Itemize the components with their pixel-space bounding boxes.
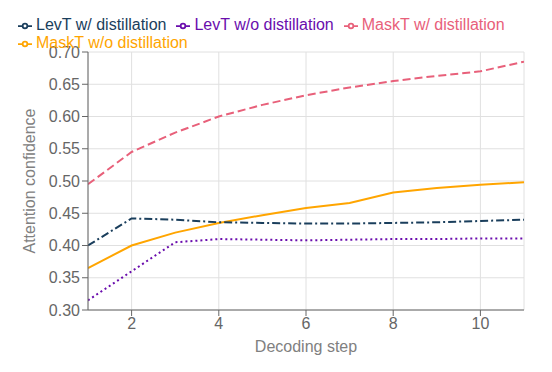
svg-text:0.60: 0.60 (49, 108, 80, 125)
svg-text:Decoding step: Decoding step (255, 338, 357, 355)
svg-text:2: 2 (127, 315, 136, 332)
svg-text:0.70: 0.70 (49, 44, 80, 61)
svg-text:6: 6 (302, 315, 311, 332)
svg-text:8: 8 (389, 315, 398, 332)
svg-text:0.50: 0.50 (49, 173, 80, 190)
svg-text:0.40: 0.40 (49, 237, 80, 254)
svg-text:0.55: 0.55 (49, 140, 80, 157)
svg-text:0.30: 0.30 (49, 302, 80, 319)
svg-text:0.45: 0.45 (49, 205, 80, 222)
svg-text:4: 4 (214, 315, 223, 332)
svg-text:0.35: 0.35 (49, 269, 80, 286)
svg-text:10: 10 (472, 315, 490, 332)
svg-text:0.65: 0.65 (49, 76, 80, 93)
svg-text:Attention confidence: Attention confidence (21, 108, 38, 253)
